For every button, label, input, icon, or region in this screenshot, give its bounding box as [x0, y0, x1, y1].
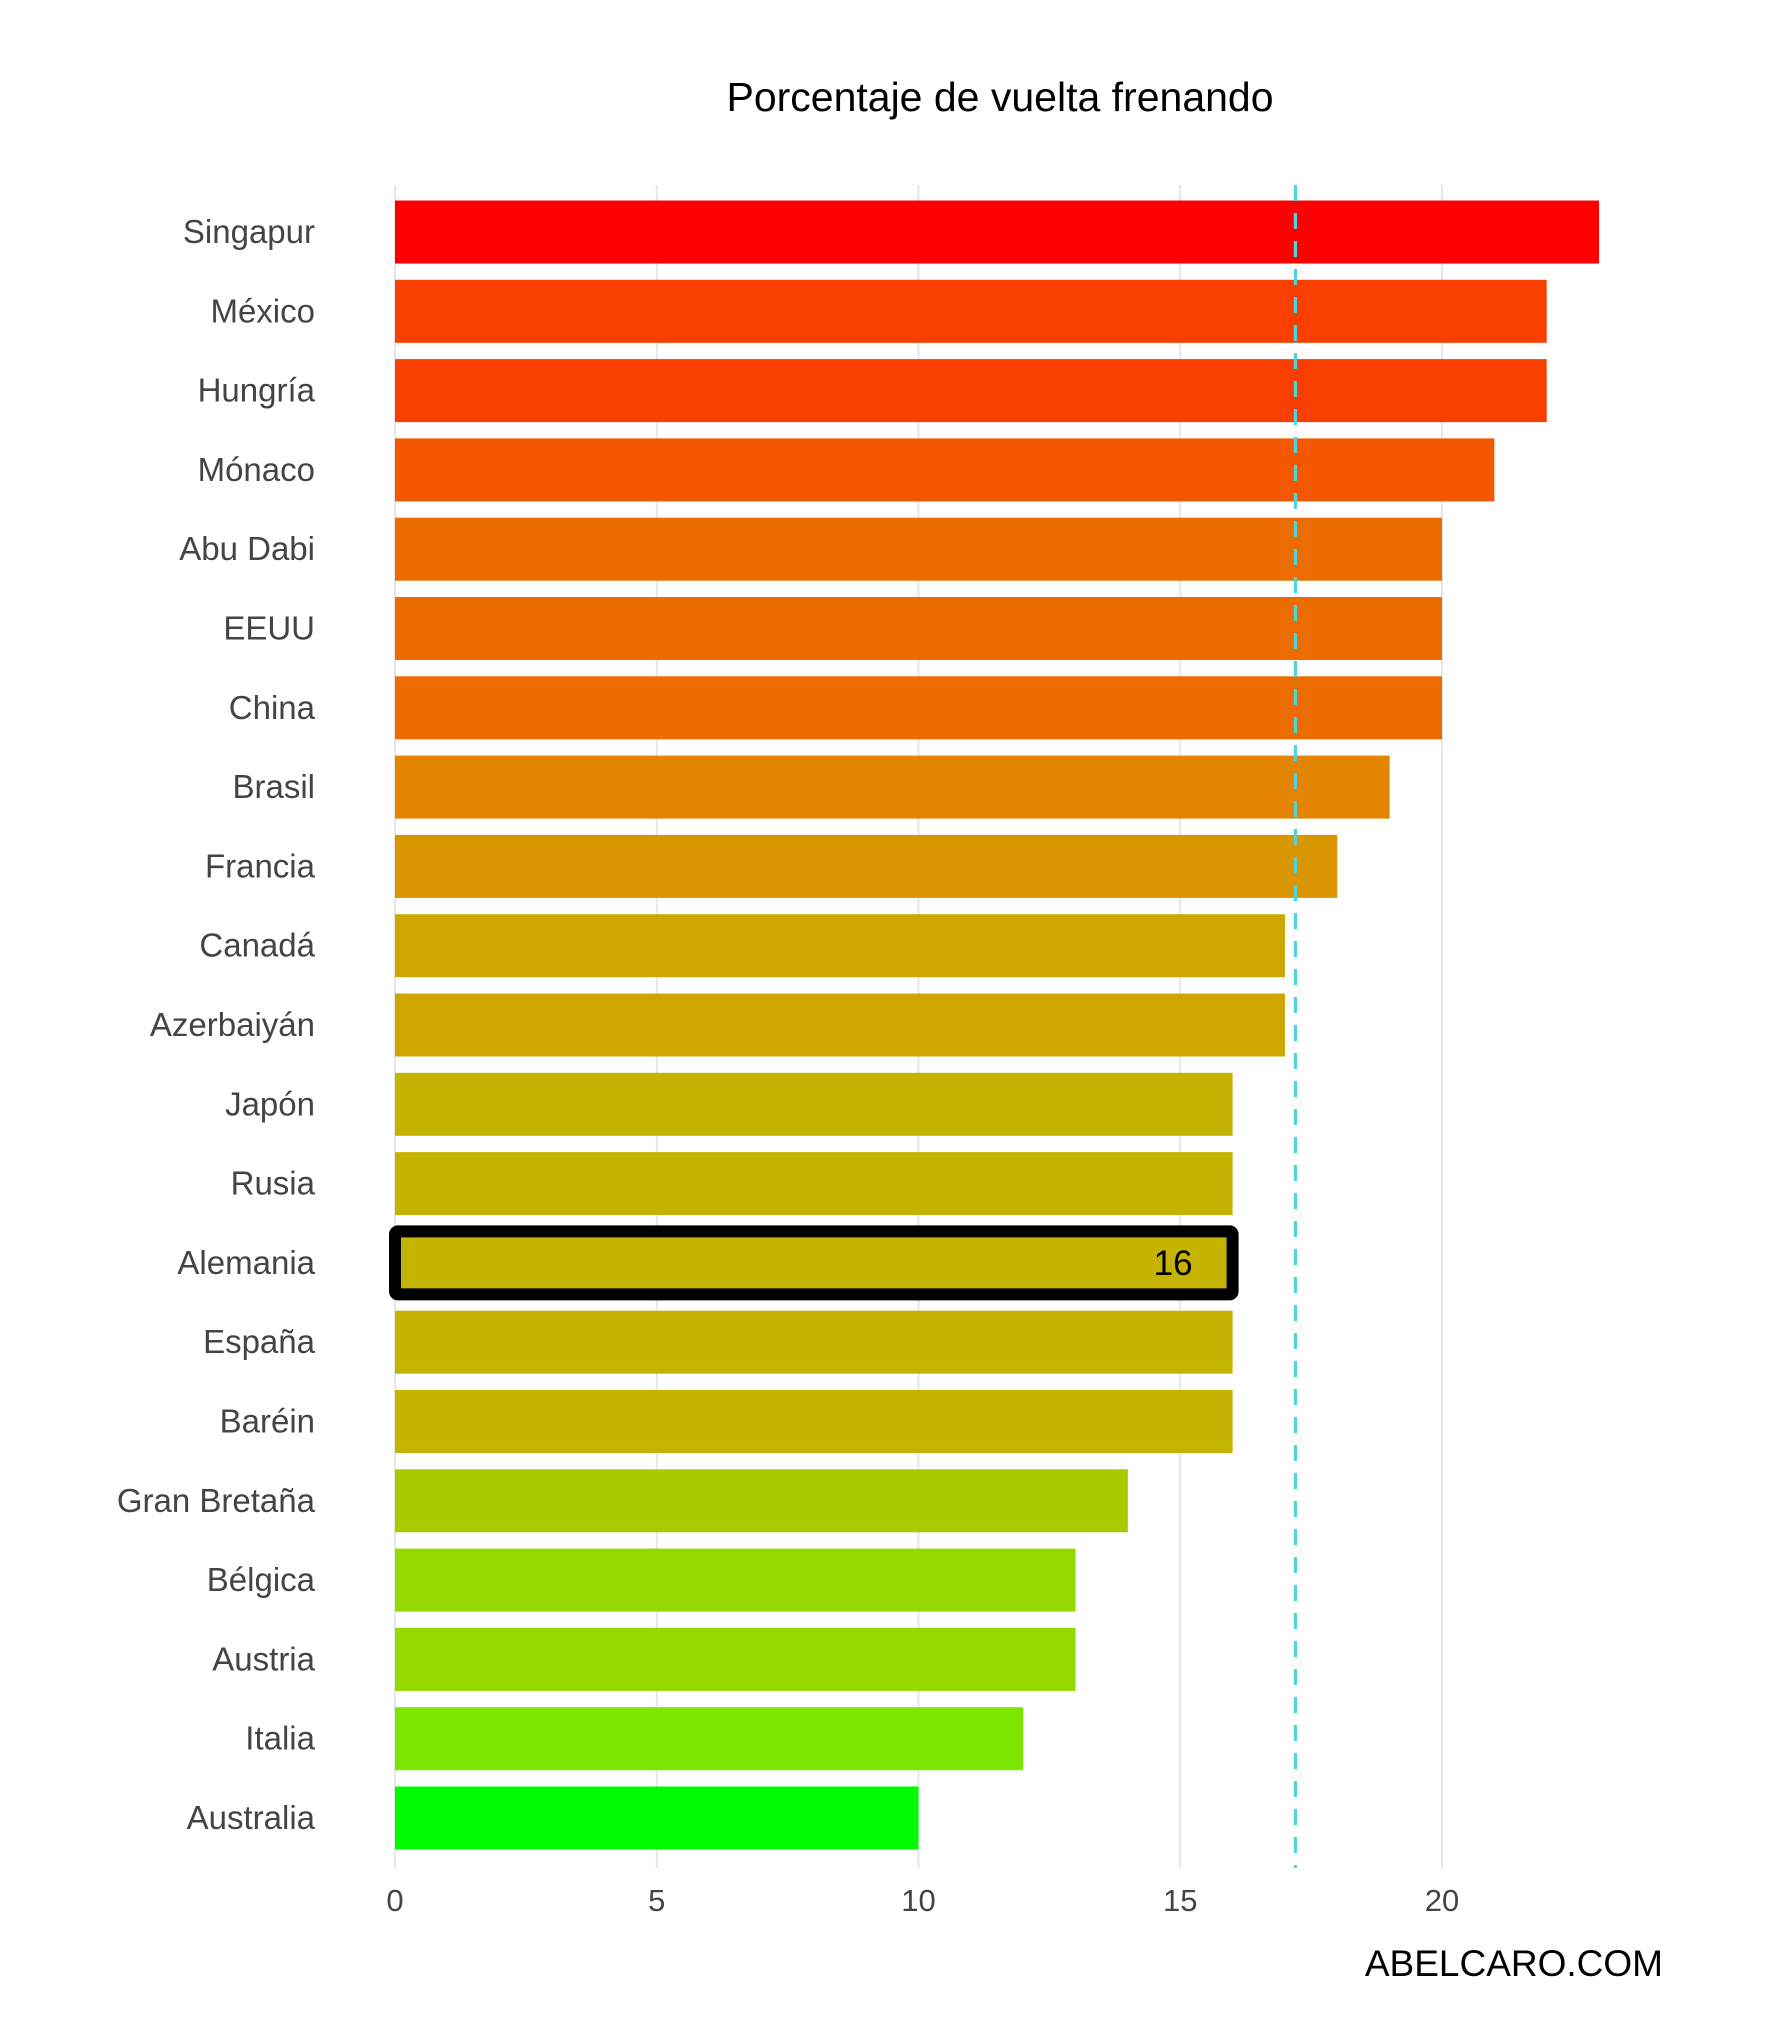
category-label: Mónaco	[198, 451, 315, 488]
category-label: Canadá	[199, 927, 315, 964]
bar-Italia	[395, 1707, 1024, 1771]
bar-EEUU	[395, 597, 1442, 660]
category-label: Baréin	[220, 1403, 315, 1440]
bar-Austria	[395, 1627, 1076, 1691]
bar-México	[395, 279, 1547, 343]
highlight-box	[389, 1225, 1239, 1301]
category-label: Hungría	[198, 372, 316, 409]
x-tick-label-5: 5	[648, 1883, 665, 1918]
bar-Japón	[395, 1072, 1233, 1136]
category-label: México	[210, 292, 315, 329]
category-label: Brasil	[232, 768, 315, 805]
x-tick-label-15: 15	[1163, 1883, 1197, 1918]
x-tick-label-10: 10	[901, 1883, 935, 1918]
highlight-group: 16	[389, 1225, 1239, 1301]
bar-Gran Bretaña	[395, 1469, 1128, 1533]
category-label: Alemania	[177, 1244, 315, 1281]
bar-Abu Dabi	[395, 517, 1442, 581]
category-label: Abu Dabi	[179, 530, 315, 567]
category-label: Austria	[212, 1640, 315, 1677]
bar-Francia	[395, 834, 1338, 898]
bars	[395, 200, 1600, 1850]
category-label: Bélgica	[207, 1561, 316, 1598]
bar-Canadá	[395, 914, 1285, 978]
bar-Mónaco	[395, 438, 1495, 502]
bar-Rusia	[395, 1152, 1233, 1216]
category-label: Gran Bretaña	[117, 1482, 316, 1519]
category-label: Italia	[245, 1720, 315, 1757]
category-label: Rusia	[231, 1165, 316, 1202]
category-label: Singapur	[183, 213, 315, 250]
x-tick-label-20: 20	[1425, 1883, 1459, 1918]
bar-Bélgica	[395, 1548, 1076, 1612]
bar-España	[395, 1310, 1233, 1374]
chart-title: Porcentaje de vuelta frenando	[726, 74, 1273, 120]
bar-Alemania	[395, 1231, 1233, 1295]
bar-Singapur	[395, 200, 1600, 264]
category-label: Francia	[205, 847, 316, 884]
bar-Hungría	[395, 359, 1547, 423]
bar-Australia	[395, 1786, 919, 1850]
category-label: China	[229, 689, 316, 726]
category-label: Japón	[225, 1085, 315, 1122]
category-labels: Singapur México Hungría Mónaco Abu Dabi EEUU C…	[117, 213, 316, 1836]
bar-Baréin	[395, 1390, 1233, 1453]
x-tick-labels: 0 5 10 15 20	[386, 1883, 1459, 1918]
bar-China	[395, 676, 1442, 740]
category-label: Azerbaiyán	[150, 1006, 315, 1043]
bar-Azerbaiyán	[395, 993, 1285, 1057]
credit-label: ABELCARO.COM	[1365, 1943, 1663, 1984]
category-label: EEUU	[223, 610, 315, 647]
category-label: España	[203, 1323, 316, 1360]
bar-Brasil	[395, 755, 1390, 819]
highlight-value-label: 16	[1154, 1244, 1193, 1283]
category-label: Australia	[187, 1799, 316, 1836]
x-tick-label-0: 0	[386, 1883, 403, 1918]
